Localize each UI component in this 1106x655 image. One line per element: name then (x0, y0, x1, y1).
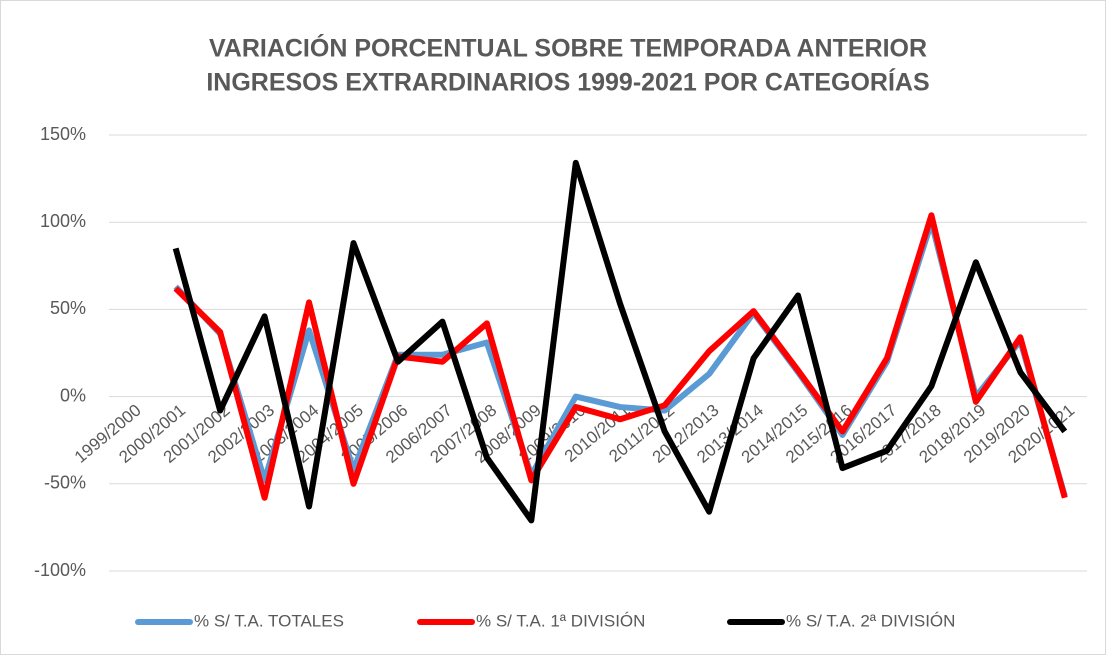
legend-label: % S/ T.A. 1ª DIVISIÓN (476, 611, 645, 630)
y-tick-label: 150% (40, 124, 86, 144)
y-tick-label: 0% (60, 385, 86, 405)
chart-title: INGRESOS EXTRARDINARIOS 1999-2021 POR CA… (206, 68, 929, 97)
y-tick-label: 100% (40, 211, 86, 231)
series-line (173, 212, 1068, 501)
y-tick-label: -100% (34, 560, 86, 580)
legend-label: % S/ T.A. TOTALES (194, 611, 344, 630)
series-line (172, 159, 1068, 524)
y-tick-label: 50% (50, 298, 86, 318)
chart-title: VARIACIÓN PORCENTUAL SOBRE TEMPORADA ANT… (209, 33, 927, 63)
legend-label: % S/ T.A. 2ª DIVISIÓN (786, 611, 955, 630)
y-tick-label: -50% (44, 473, 86, 493)
